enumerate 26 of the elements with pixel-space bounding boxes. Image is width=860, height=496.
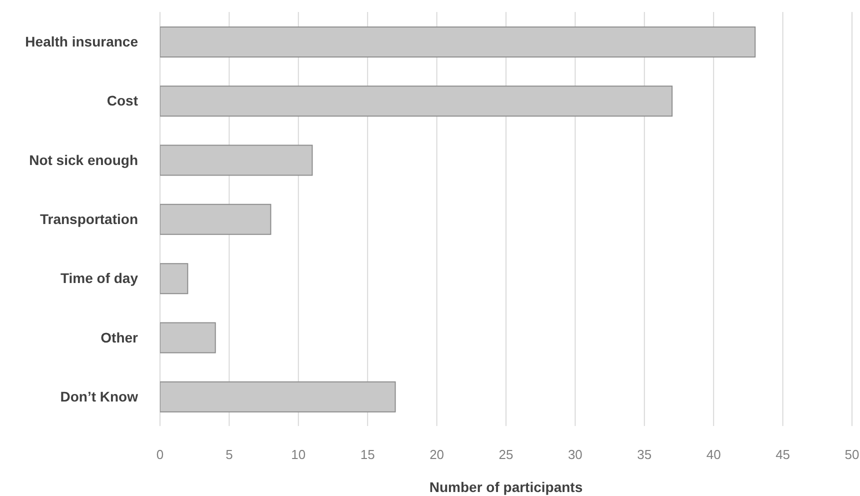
bar bbox=[160, 204, 272, 235]
y-tick-label: Cost bbox=[106, 92, 138, 109]
y-tick-label: Health insurance bbox=[25, 34, 138, 50]
y-tick-label: Don’t Know bbox=[60, 388, 138, 404]
bar bbox=[160, 381, 396, 412]
x-axis-title: Number of participants bbox=[429, 479, 583, 495]
x-tick-label: 30 bbox=[568, 447, 582, 462]
x-tick-label: 0 bbox=[156, 447, 164, 462]
x-tick-label: 40 bbox=[706, 447, 721, 462]
bar bbox=[160, 86, 673, 117]
bar bbox=[160, 26, 756, 58]
x-tick-label: 25 bbox=[498, 447, 514, 462]
x-tick-label: 10 bbox=[291, 447, 306, 462]
bar bbox=[160, 263, 188, 294]
y-tick-label: Other bbox=[100, 329, 139, 346]
x-tick-label: 35 bbox=[637, 447, 652, 462]
x-tick-label: 5 bbox=[226, 447, 233, 462]
y-tick-label: Not sick enough bbox=[29, 152, 138, 168]
y-tick-label: Transportation bbox=[40, 210, 138, 227]
x-tick-label: 50 bbox=[844, 447, 860, 462]
x-tick-label: 45 bbox=[776, 447, 790, 462]
y-tick-label: Time of day bbox=[60, 270, 138, 286]
x-tick-label: 15 bbox=[360, 447, 375, 462]
bar bbox=[160, 144, 313, 176]
bar bbox=[160, 322, 216, 354]
x-tick-label: 20 bbox=[430, 447, 444, 462]
